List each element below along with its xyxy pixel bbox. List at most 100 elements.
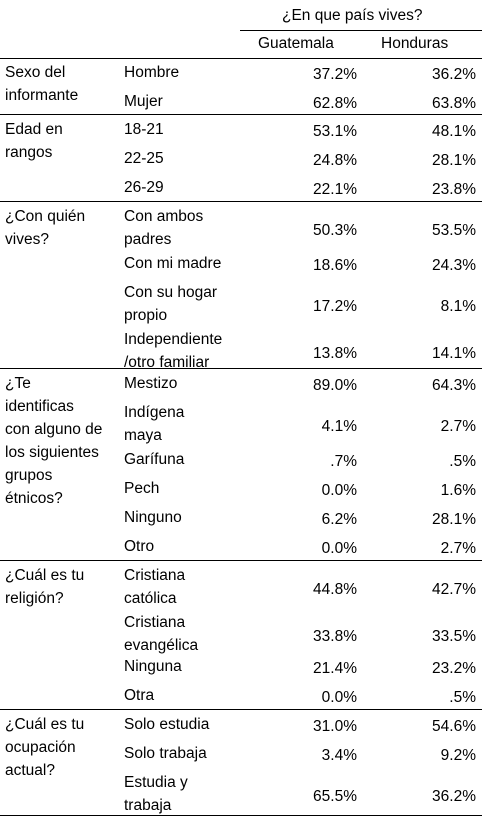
cell-honduras: 63.8% (432, 95, 476, 112)
cell-honduras: 9.2% (440, 747, 476, 764)
row-label: Con su hogar (124, 284, 218, 301)
section-rule (0, 201, 482, 202)
cell-guatemala: 21.4% (313, 660, 357, 677)
section-title: vives? (5, 231, 49, 248)
row-label: 26-29 (124, 179, 164, 196)
row-label: trabaja (124, 797, 172, 814)
cell-guatemala: 53.1% (313, 123, 357, 140)
cell-honduras: 23.2% (432, 660, 476, 677)
cell-honduras: 14.1% (432, 344, 476, 362)
cell-honduras: 53.5% (432, 221, 476, 239)
row-label: Ninguna (124, 658, 182, 675)
row-label: Solo trabaja (124, 745, 207, 762)
header-rule (0, 58, 482, 59)
row-label: Mujer (124, 93, 163, 110)
cell-honduras: 36.2% (432, 66, 476, 83)
row-label: Hombre (124, 64, 180, 81)
row-label: Indígena (124, 404, 185, 421)
cell-guatemala: 0.0% (321, 689, 357, 706)
cell-guatemala: 18.6% (313, 257, 357, 274)
cell-guatemala: 37.2% (313, 66, 357, 83)
section-title: ¿Te (5, 375, 31, 392)
section-title: étnicos? (5, 490, 63, 507)
table-bottom-rule (0, 815, 482, 816)
cell-honduras: 28.1% (432, 511, 476, 528)
cell-honduras: 36.2% (432, 787, 476, 805)
cell-honduras: .5% (449, 689, 476, 706)
row-label: Con ambos (124, 208, 204, 225)
row-label: Cristiana (124, 567, 186, 584)
column-header-honduras: Honduras (381, 35, 449, 52)
cell-guatemala: 17.2% (313, 297, 357, 315)
cell-guatemala: 44.8% (313, 580, 357, 598)
cell-honduras: .5% (449, 453, 476, 470)
row-label: Ninguno (124, 509, 182, 526)
row-label: Otro (124, 538, 155, 555)
header-divider (240, 30, 482, 31)
section-title: Sexo del (5, 64, 66, 81)
cell-guatemala: 0.0% (321, 540, 357, 557)
section-rule (0, 560, 482, 561)
row-label: católica (124, 590, 177, 607)
cell-guatemala: 89.0% (313, 377, 357, 394)
cell-guatemala: 65.5% (313, 787, 357, 805)
cell-honduras: 2.7% (440, 540, 476, 557)
row-label: Con mi madre (124, 255, 222, 272)
cell-honduras: 42.7% (432, 580, 476, 598)
section-title: ¿Cuál es tu (5, 716, 85, 733)
row-label: /otro familiar (124, 354, 210, 371)
section-title: Edad en (5, 121, 63, 138)
row-label: Garífuna (124, 451, 185, 468)
row-label: Independiente (124, 331, 223, 348)
row-label: padres (124, 231, 172, 248)
section-title: los siguientes (5, 444, 99, 461)
section-title: religión? (5, 590, 64, 607)
section-rule (0, 114, 482, 115)
row-label: Mestizo (124, 375, 178, 392)
header-question: ¿En que país vives? (282, 7, 423, 24)
row-label: 22-25 (124, 150, 164, 167)
cell-guatemala: 3.4% (321, 747, 357, 764)
cell-guatemala: 6.2% (321, 511, 357, 528)
section-title: informante (5, 87, 79, 104)
cell-guatemala: 24.8% (313, 152, 357, 169)
cell-honduras: 64.3% (432, 377, 476, 394)
cell-honduras: 24.3% (432, 257, 476, 274)
row-label: maya (124, 427, 162, 444)
row-label: 18-21 (124, 121, 164, 138)
section-title: ¿Con quién (5, 208, 86, 225)
section-title: rangos (5, 144, 53, 161)
cell-honduras: 54.6% (432, 718, 476, 735)
section-rule (0, 368, 482, 369)
cell-honduras: 33.5% (432, 627, 476, 645)
cell-guatemala: 22.1% (313, 181, 357, 198)
cell-honduras: 28.1% (432, 152, 476, 169)
cell-guatemala: 4.1% (321, 417, 357, 435)
cell-guatemala: 13.8% (313, 344, 357, 362)
section-title: con alguno de (5, 421, 103, 438)
cell-honduras: 48.1% (432, 123, 476, 140)
column-header-guatemala: Guatemala (258, 35, 334, 52)
cell-guatemala: 62.8% (313, 95, 357, 112)
cell-guatemala: 0.0% (321, 482, 357, 499)
section-title: actual? (5, 762, 55, 779)
cell-honduras: 8.1% (440, 297, 476, 315)
row-label: Pech (124, 480, 160, 497)
row-label: evangélica (124, 637, 199, 654)
row-label: Otra (124, 687, 155, 704)
row-label: Solo estudia (124, 716, 210, 733)
row-label: Estudia y (124, 774, 188, 791)
cell-guatemala: .7% (330, 453, 357, 470)
section-title: grupos (5, 467, 53, 484)
cell-honduras: 2.7% (440, 417, 476, 435)
section-title: ¿Cuál es tu (5, 567, 85, 584)
cell-honduras: 1.6% (440, 482, 476, 499)
section-title: identificas (5, 398, 74, 415)
section-rule (0, 709, 482, 710)
section-title: ocupación (5, 739, 76, 756)
cell-guatemala: 50.3% (313, 221, 357, 239)
row-label: propio (124, 307, 168, 324)
row-label: Cristiana (124, 614, 186, 631)
cell-guatemala: 31.0% (313, 718, 357, 735)
cell-honduras: 23.8% (432, 181, 476, 198)
